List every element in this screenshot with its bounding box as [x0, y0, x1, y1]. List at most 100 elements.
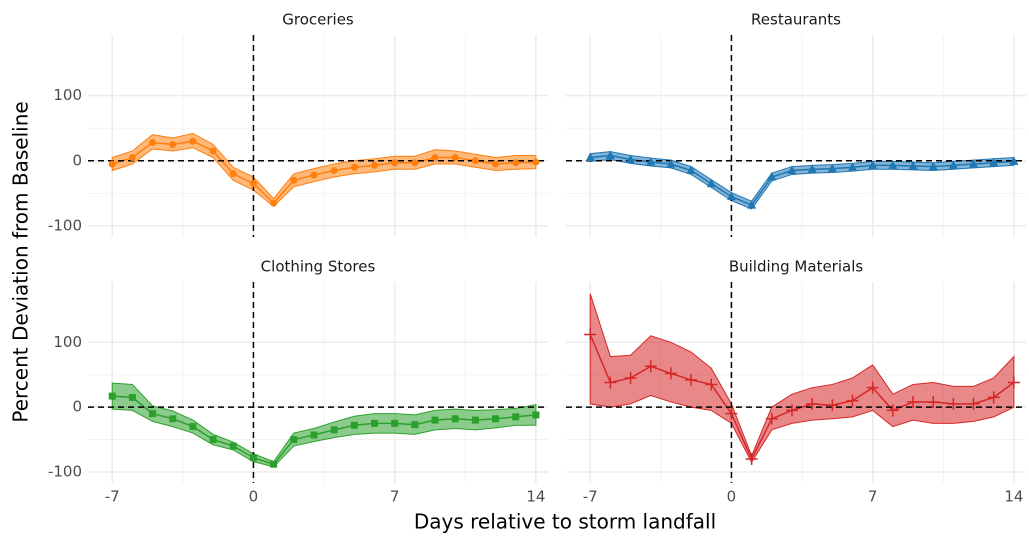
point: [866, 381, 879, 394]
y-tick-label: -100: [48, 216, 82, 234]
point: [646, 157, 656, 166]
x-tick-label: 7: [390, 488, 400, 506]
point: [512, 159, 520, 167]
point: [868, 160, 878, 169]
confidence-band: [589, 293, 1015, 464]
point: [149, 410, 157, 418]
point: [492, 160, 500, 168]
point: [908, 160, 918, 170]
point: [149, 139, 157, 147]
point: [767, 172, 777, 181]
point: [785, 404, 798, 417]
point: [948, 160, 958, 169]
point: [310, 431, 318, 439]
point: [827, 163, 837, 173]
point: [686, 165, 696, 175]
line: [112, 395, 536, 466]
x-axis-title: Days relative to storm landfall: [414, 510, 716, 534]
y-tick-label: -100: [48, 462, 82, 480]
line: [590, 154, 1014, 206]
point: [128, 154, 136, 162]
panel: -100 0 100 Groceries: [48, 11, 548, 237]
point: [310, 171, 318, 179]
point: [888, 160, 898, 169]
point: [451, 415, 459, 423]
point: [987, 391, 1000, 404]
panel: -7 0 7 14 -100 0 100 Clothing Stores: [48, 258, 548, 506]
point: [471, 157, 479, 165]
y-axis-title: Percent Deviation from Baseline: [9, 101, 33, 422]
point: [1007, 376, 1020, 389]
point: [270, 199, 278, 207]
point: [626, 154, 636, 163]
point: [989, 157, 999, 167]
point: [512, 413, 520, 421]
point: [604, 376, 617, 389]
point: [229, 442, 237, 450]
point: [624, 371, 637, 384]
point: [928, 161, 938, 171]
point: [685, 373, 698, 386]
point: [1009, 156, 1019, 165]
point: [189, 423, 197, 431]
point: [705, 378, 718, 391]
point: [666, 159, 676, 168]
point: [108, 392, 116, 400]
point: [330, 426, 338, 434]
point: [644, 360, 657, 373]
point: [189, 137, 197, 145]
point: [532, 411, 540, 419]
point: [431, 416, 439, 424]
point: [706, 178, 716, 188]
point: [907, 395, 920, 408]
x-tick-label: 14: [1004, 488, 1023, 506]
point: [886, 404, 899, 417]
point: [471, 416, 479, 424]
y-tick-label: 0: [72, 151, 82, 169]
x-tick-label: 0: [249, 488, 259, 506]
x-tick-label: -7: [105, 488, 120, 506]
point: [492, 415, 500, 423]
point: [370, 419, 378, 427]
point: [605, 150, 615, 160]
point: [847, 162, 857, 171]
strip-title: Groceries: [282, 11, 354, 29]
point: [290, 436, 298, 444]
point: [747, 200, 757, 209]
point: [725, 407, 738, 420]
point: [391, 419, 399, 427]
point: [726, 191, 736, 201]
point: [411, 159, 419, 167]
panel: Restaurants: [566, 11, 1026, 237]
point: [806, 397, 819, 410]
strip-title: Clothing Stores: [261, 258, 376, 276]
point: [765, 412, 778, 425]
point: [330, 167, 338, 175]
point: [128, 393, 136, 401]
point: [532, 158, 540, 166]
point: [451, 154, 459, 162]
point: [249, 454, 257, 462]
y-tick-label: 100: [53, 333, 82, 351]
point: [108, 160, 116, 168]
point: [969, 159, 979, 168]
point: [391, 159, 399, 167]
point: [947, 397, 960, 410]
point: [787, 165, 797, 175]
point: [967, 397, 980, 410]
y-tick-label: 100: [53, 86, 82, 104]
point: [431, 154, 439, 162]
x-tick-label: 0: [727, 488, 737, 506]
point: [370, 161, 378, 169]
line: [589, 334, 1015, 461]
point: [169, 415, 177, 423]
point: [229, 170, 237, 178]
panel: -7 0 7 14 Building Materials: [566, 258, 1026, 506]
point: [270, 460, 278, 468]
point: [209, 147, 217, 155]
point: [290, 176, 298, 184]
strip-title: Restaurants: [751, 11, 841, 29]
point: [350, 163, 358, 171]
x-tick-label: -7: [583, 488, 598, 506]
